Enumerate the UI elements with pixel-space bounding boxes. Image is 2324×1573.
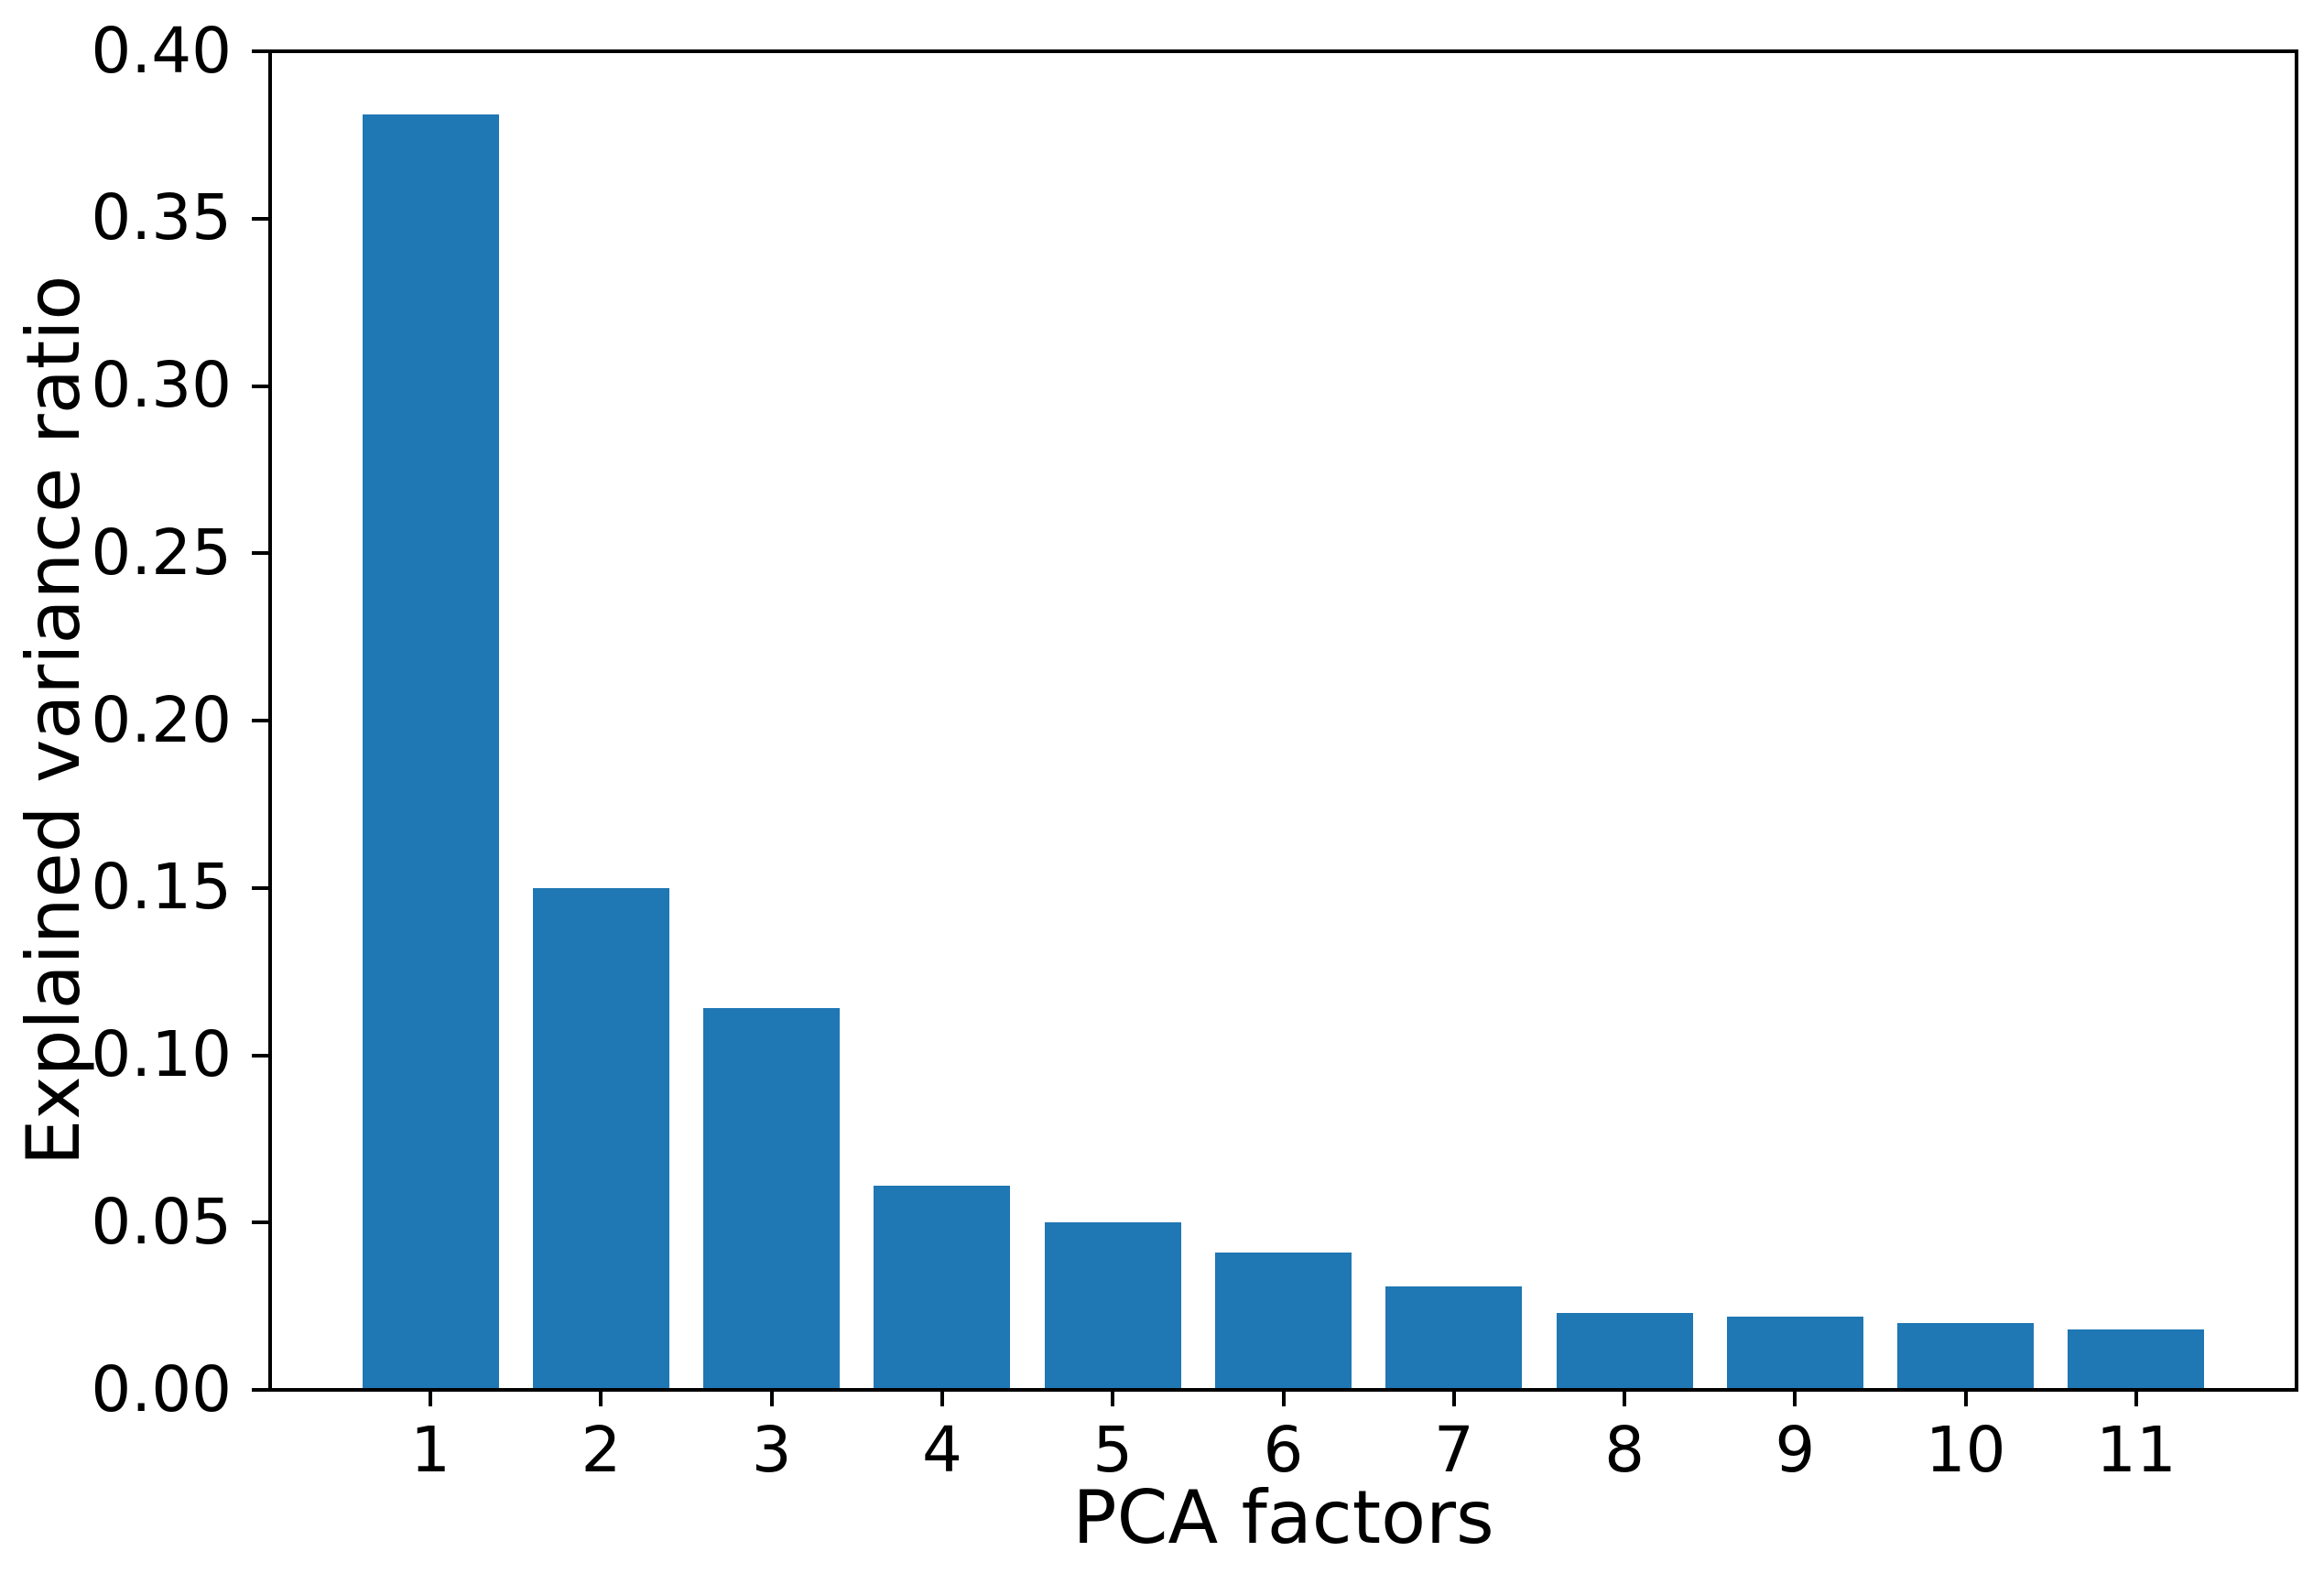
y-tick-label-0.30: 0.30	[91, 349, 232, 422]
x-tick-9	[1793, 1390, 1797, 1406]
x-tick-2	[599, 1390, 603, 1406]
x-tick-label-11: 11	[2095, 1414, 2177, 1487]
y-tick-0.30	[252, 384, 268, 388]
bar-factor-5	[1044, 1222, 1181, 1391]
y-tick-0.00	[252, 1388, 268, 1392]
x-tick-label-8: 8	[1604, 1414, 1645, 1487]
x-axis-label: PCA factors	[1072, 1475, 1494, 1560]
bar-factor-6	[1215, 1253, 1352, 1390]
y-tick-0.40	[252, 49, 268, 53]
x-tick-7	[1451, 1390, 1456, 1406]
x-tick-label-3: 3	[751, 1414, 792, 1487]
x-tick-label-7: 7	[1433, 1414, 1474, 1487]
x-tick-11	[2134, 1390, 2138, 1406]
x-tick-10	[1963, 1390, 1968, 1406]
bar-factor-9	[1726, 1316, 1863, 1390]
bar-factor-8	[1556, 1312, 1693, 1390]
y-tick-0.05	[252, 1220, 268, 1225]
x-tick-label-6: 6	[1263, 1414, 1304, 1487]
y-tick-0.20	[252, 719, 268, 722]
y-tick-label-0.05: 0.05	[91, 1185, 232, 1259]
bar-factor-3	[703, 1008, 841, 1390]
y-tick-label-0.25: 0.25	[91, 515, 232, 590]
y-tick-0.10	[252, 1053, 268, 1058]
y-tick-0.25	[252, 551, 268, 556]
x-tick-6	[1281, 1390, 1286, 1406]
x-tick-5	[1111, 1390, 1115, 1406]
bar-factor-11	[2068, 1329, 2205, 1390]
bar-factor-4	[874, 1186, 1011, 1390]
x-tick-4	[939, 1390, 944, 1406]
bar-factor-10	[1897, 1322, 2035, 1390]
bar-factor-1	[362, 114, 499, 1390]
y-tick-label-0.40: 0.40	[91, 14, 232, 88]
y-tick-0.15	[252, 885, 268, 890]
y-tick-label-0.15: 0.15	[91, 851, 232, 925]
y-tick-label-0.00: 0.00	[91, 1352, 232, 1427]
x-tick-label-4: 4	[921, 1414, 962, 1487]
x-tick-label-5: 5	[1092, 1414, 1134, 1487]
x-tick-3	[769, 1390, 774, 1406]
x-tick-8	[1623, 1390, 1627, 1406]
x-tick-label-9: 9	[1775, 1414, 1816, 1487]
y-tick-label-0.10: 0.10	[91, 1018, 232, 1091]
y-tick-label-0.20: 0.20	[91, 683, 232, 757]
x-tick-label-2: 2	[581, 1414, 622, 1487]
x-tick-label-1: 1	[410, 1414, 451, 1487]
bar-factor-2	[532, 887, 669, 1391]
y-tick-0.35	[252, 216, 268, 221]
y-tick-label-0.35: 0.35	[91, 181, 232, 255]
x-tick-label-10: 10	[1925, 1414, 2006, 1487]
bar-factor-7	[1385, 1286, 1523, 1390]
x-tick-1	[429, 1390, 433, 1406]
